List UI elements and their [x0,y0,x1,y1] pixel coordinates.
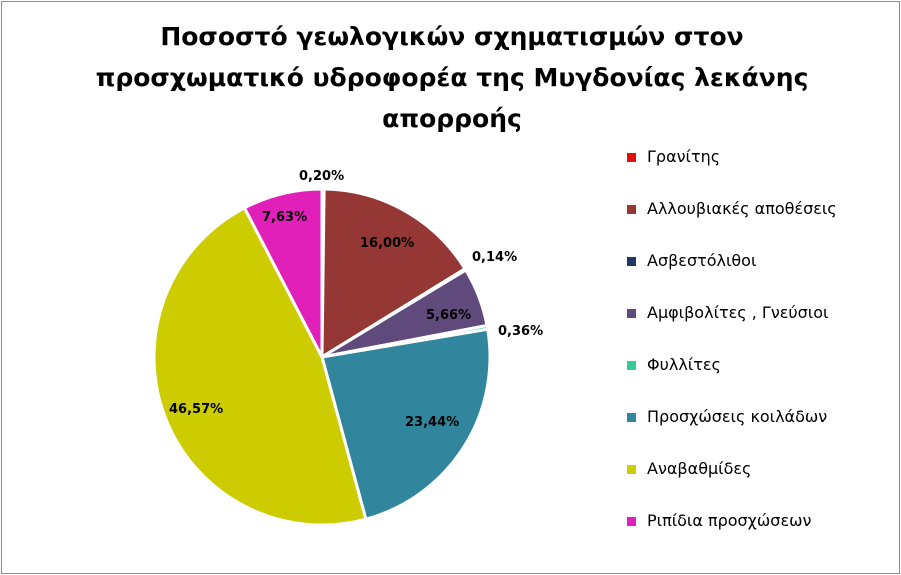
legend-label: Αμφιβολίτες , Γνεύσιοι [647,303,829,322]
chart-title-line-3: απορροής [382,104,522,133]
data-label: 5,66% [426,308,471,323]
chart-title: Ποσοστό γεωλογικών σχηματισμών στον προσ… [62,16,842,139]
legend-swatch [627,361,636,370]
chart-title-line-1: Ποσοστό γεωλογικών σχηματισμών στον [160,22,744,51]
data-label: 23,44% [405,415,459,430]
legend-item: Ριπίδια προσχώσεων [627,506,897,558]
legend-swatch [627,205,636,214]
legend-label: Ασβεστόλιθοι [647,251,757,270]
legend-label: Αναβαθμίδες [647,459,752,478]
legend-swatch [627,153,636,162]
legend-label: Προσχώσεις κοιλάδων [647,407,828,426]
data-label: 7,63% [262,210,307,225]
data-label: 46,57% [169,402,223,417]
data-label: 16,00% [360,236,414,251]
legend-label: Φυλλίτες [647,355,721,374]
legend-item: Ασβεστόλιθοι [627,246,897,298]
pie-slice [242,187,324,358]
legend-label: Ριπίδια προσχώσεων [647,511,812,530]
legend-swatch [627,309,636,318]
chart-legend: Γρανίτης Αλλουβιακές αποθέσεις Ασβεστόλιθο… [627,142,897,558]
legend-item: Αμφιβολίτες , Γνεύσιοι [627,298,897,350]
legend-item: Αλλουβιακές αποθέσεις [627,194,897,246]
pie-slice [320,327,492,522]
legend-swatch [627,413,636,422]
legend-item: Γρανίτης [627,142,897,194]
legend-item: Αναβαθμίδες [627,454,897,506]
legend-swatch [627,465,636,474]
data-label: 0,36% [498,324,543,339]
pie-slice [320,187,468,360]
legend-swatch [627,257,636,266]
legend-item: Φυλλίτες [627,350,897,402]
legend-item: Προσχώσεις κοιλάδων [627,402,897,454]
legend-label: Γρανίτης [647,147,721,166]
chart-title-line-2: προσχωματικό υδροφορέα της Μυγδονίας λεκ… [95,63,809,92]
data-label: 0,20% [299,169,344,184]
pie-slice [152,205,368,527]
data-label: 0,14% [472,250,517,265]
legend-swatch [627,517,636,526]
legend-label: Αλλουβιακές αποθέσεις [647,199,837,218]
